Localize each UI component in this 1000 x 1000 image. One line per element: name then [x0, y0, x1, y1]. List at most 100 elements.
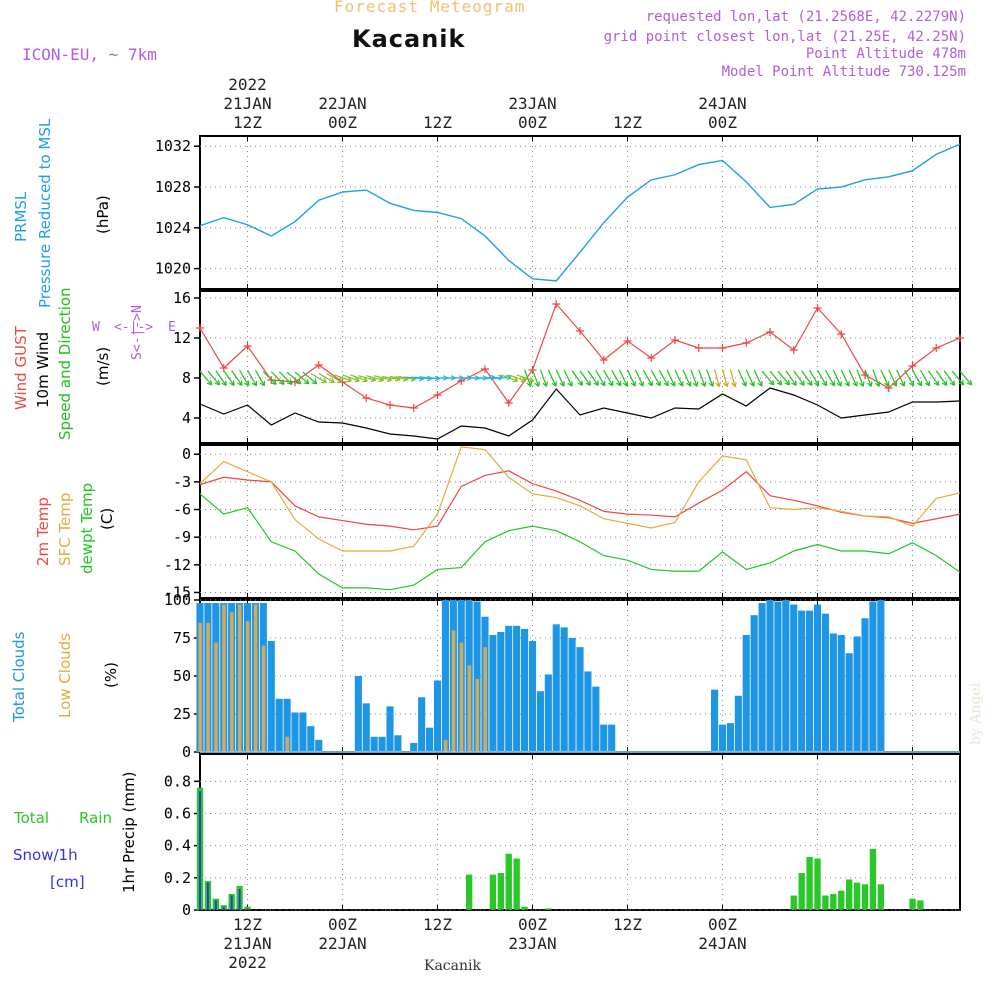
total-cloud-bar: [426, 727, 434, 752]
wind-direction-arrow: [358, 375, 376, 381]
rain-bar: [830, 893, 837, 910]
total-cloud-bar: [600, 724, 608, 752]
wind-direction-arrowhead: [678, 381, 684, 387]
total-cloud-bar: [528, 641, 537, 752]
total-cloud-bar: [845, 653, 853, 752]
wind-direction-arrowhead: [966, 379, 973, 386]
total-cloud-bar: [418, 697, 426, 752]
wind-direction-arrowhead: [616, 380, 622, 387]
snow-bar: [214, 900, 217, 910]
wind-direction-arrowhead: [829, 380, 836, 387]
total-cloud-bar: [378, 736, 386, 752]
wind-direction-arrow: [603, 369, 614, 387]
wind-direction-arrow: [508, 374, 526, 382]
bottom-time-label: 24JAN: [698, 934, 746, 953]
total-cloud-bar: [544, 674, 552, 752]
panel-3: -15 -12 -9 -6 -3 0: [164, 444, 961, 601]
model-label: ICON-EU, ~ 7km: [22, 45, 157, 64]
total-cloud-bar: [861, 618, 869, 752]
gust-marker: [956, 334, 964, 342]
rain-bar: [790, 895, 797, 910]
y-tick-label: 0.4: [164, 837, 191, 855]
wind-direction-arrow: [326, 372, 343, 384]
wind-direction-arrowhead: [768, 379, 775, 386]
wind-direction-arrowhead: [229, 380, 235, 386]
wind-direction-arrow: [721, 369, 728, 387]
wind-direction-arrowhead: [741, 381, 747, 387]
panel-1: 1020 1024 1028 1032: [155, 135, 961, 290]
wind-direction-arrowhead: [237, 380, 243, 386]
wind-direction-arrowhead: [647, 380, 653, 387]
bottom-time-label: 12Z: [613, 915, 642, 934]
wind-direction-arrow: [246, 369, 258, 387]
total-cloud-bar: [489, 634, 497, 752]
rain-bar: [846, 879, 853, 910]
panel-frame: [199, 444, 961, 599]
gust-marker: [196, 324, 204, 332]
model-altitude: Model Point Altitude 730.125m: [721, 64, 966, 80]
total-cloud-bar: [521, 628, 529, 752]
sfc-temp-series-line: [199, 446, 961, 552]
gust-marker: [813, 304, 822, 312]
rain-bar: [822, 895, 829, 910]
wind-direction-arrowhead: [622, 381, 629, 387]
total-cloud-bar: [718, 724, 727, 752]
compass-we: <-|->: [114, 320, 153, 335]
wind-direction-arrowhead: [638, 381, 644, 387]
wind-direction-arrowhead: [723, 381, 729, 388]
y-tick-label: 1028: [155, 178, 191, 196]
rain-bar: [806, 856, 813, 910]
wind-direction-arrow: [793, 370, 805, 386]
wind-direction-arrowhead: [534, 381, 541, 387]
wind-direction-arrow: [207, 370, 220, 386]
dewpt-series-line: [199, 493, 961, 591]
panel-frame: [199, 290, 961, 444]
gust-marker: [481, 365, 489, 373]
total-cloud-bar: [568, 638, 576, 752]
wind-direction-arrow: [350, 374, 368, 382]
total-cloud-bar: [536, 691, 544, 752]
y-tick-label: 0.2: [164, 869, 191, 887]
wind-direction-arrowhead: [214, 379, 221, 386]
gust-marker: [908, 362, 917, 370]
wind-direction-arrowhead: [520, 376, 527, 383]
gust-marker: [718, 344, 727, 352]
total-cloud-bar: [853, 636, 861, 752]
wind-direction-arrow: [658, 369, 669, 387]
wind-direction-arrowhead: [899, 381, 906, 387]
temp2m-series-line: [199, 470, 961, 531]
rain-bar: [877, 884, 884, 910]
wind-direction-arrow: [477, 376, 496, 380]
footer-station: Kacanik: [424, 958, 481, 974]
wind-direction-arrow: [927, 370, 940, 386]
total-cloud-bar: [410, 742, 418, 752]
top-time-label: 12Z: [613, 113, 642, 132]
wind-direction-arrow: [270, 371, 285, 385]
wind-direction-arrow: [737, 369, 747, 387]
total-cloud-bar: [758, 603, 766, 752]
wind-direction-arrowhead: [859, 381, 865, 387]
total-cloud-bar: [275, 698, 283, 752]
total-cloud-bar: [790, 604, 798, 752]
rain-bar: [505, 853, 512, 910]
wind-direction-arrow: [650, 369, 661, 387]
wind-direction-arrowhead: [551, 381, 557, 387]
wind-direction-arrow: [634, 369, 644, 387]
total-cloud-bar: [394, 735, 402, 752]
wind-direction-arrowhead: [321, 377, 327, 384]
snow-bar: [246, 908, 249, 910]
low-cloud-bar: [443, 739, 448, 752]
total-cloud-bar: [291, 712, 299, 752]
low-cloud-bar: [261, 645, 266, 752]
wind-direction-arrowhead: [891, 381, 898, 387]
wind-direction-arrow: [619, 369, 628, 387]
wind-direction-arrowhead: [916, 380, 923, 387]
gust-marker: [837, 330, 846, 338]
wind-direction-arrowhead: [559, 381, 565, 387]
wind-direction-arrow: [919, 369, 930, 387]
wind-direction-arrowhead: [757, 381, 763, 387]
total-cloud-bar: [774, 601, 782, 752]
wind-direction-arrowhead: [295, 378, 302, 385]
total-cloud-bar: [362, 703, 370, 752]
wind-direction-arrowhead: [329, 377, 335, 384]
